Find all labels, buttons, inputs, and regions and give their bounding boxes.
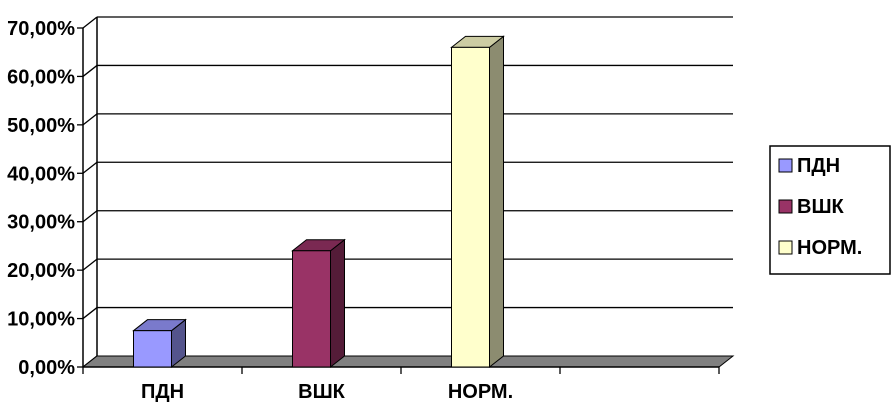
- legend-label: ВШК: [797, 196, 845, 218]
- side-wall-gridline: [82, 16, 98, 29]
- bar-НОРМ.: [450, 35, 505, 369]
- y-tick-label: 30,00%: [7, 212, 75, 234]
- legend-label: ПДН: [797, 155, 840, 177]
- x-tick-label: ВШК: [298, 381, 346, 403]
- bar-front: [133, 330, 172, 368]
- bar-front: [292, 250, 331, 368]
- legend-swatch: [778, 158, 793, 173]
- bar-side: [330, 238, 345, 369]
- bar-ПДН: [132, 318, 187, 369]
- gridlines: [82, 16, 733, 368]
- bars: [132, 35, 505, 369]
- x-tick-label: НОРМ.: [448, 381, 513, 403]
- y-tick-labels: 0,00% 10,00% 20,00% 30,00% 40,00% 50,00% 60,00…: [7, 18, 83, 379]
- legend-swatch: [778, 240, 793, 255]
- axes: [82, 17, 719, 368]
- y-tick-label: 40,00%: [7, 163, 75, 185]
- side-wall-gridline: [82, 113, 98, 126]
- legend-swatch: [778, 199, 793, 214]
- y-tick-label: 10,00%: [7, 309, 75, 331]
- y-tick-label: 0,00%: [18, 357, 75, 379]
- x-tick-label: ПДН: [141, 381, 184, 403]
- side-wall-gridline: [82, 307, 98, 320]
- legend-label: НОРМ.: [797, 237, 862, 259]
- side-wall-gridline: [82, 210, 98, 223]
- side-wall-gridline: [82, 161, 98, 174]
- bar-side: [489, 35, 504, 369]
- legend: ПДН ВШК НОРМ.: [769, 145, 891, 275]
- y-tick-label: 70,00%: [7, 18, 75, 40]
- bar-ВШК: [291, 238, 346, 369]
- side-wall-gridline: [82, 258, 98, 271]
- y-tick-label: 50,00%: [7, 115, 75, 137]
- side-wall-gridline: [82, 64, 98, 77]
- y-tick-label: 20,00%: [7, 260, 75, 282]
- bar-front: [451, 46, 490, 368]
- x-tick-labels: ПДН ВШК НОРМ.: [82, 367, 720, 403]
- y-tick-label: 60,00%: [7, 66, 75, 88]
